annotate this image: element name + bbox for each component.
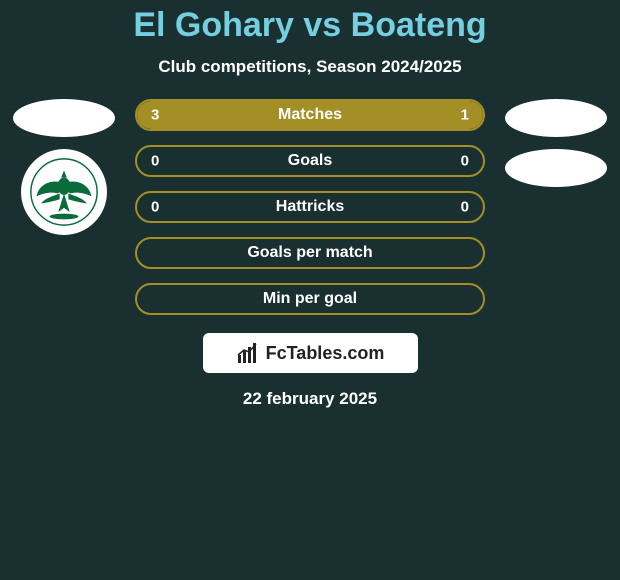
stat-value-left: 0 (151, 153, 159, 170)
stat-row: Min per goal (135, 283, 485, 315)
stat-row: 3 1 Matches (135, 99, 485, 131)
stat-value-right: 0 (461, 153, 469, 170)
branding-badge[interactable]: FcTables.com (203, 333, 418, 373)
date-text: 22 february 2025 (0, 389, 620, 409)
stat-value-right: 1 (461, 107, 469, 124)
stat-row: 0 0 Hattricks (135, 191, 485, 223)
page-title: El Gohary vs Boateng (0, 6, 620, 45)
player-left-column (9, 99, 119, 235)
branding-text: FcTables.com (266, 343, 385, 364)
player-right-column (501, 99, 611, 187)
player-right-club-placeholder (505, 149, 607, 187)
stat-value-left: 3 (151, 107, 159, 124)
stat-label: Goals (288, 152, 332, 170)
chart-bars-icon (236, 341, 260, 365)
main-row: 3 1 Matches 0 0 Goals 0 0 Hattricks Goals per mat… (0, 99, 620, 315)
stat-label: Matches (278, 106, 342, 124)
player-left-avatar-placeholder (13, 99, 115, 137)
stat-value-right: 0 (461, 199, 469, 216)
eagle-crest-icon (28, 156, 100, 228)
player-left-club-badge (21, 149, 107, 235)
player-right-avatar-placeholder (505, 99, 607, 137)
stat-label: Min per goal (263, 290, 357, 308)
stat-fill-left (137, 101, 397, 129)
stat-fill-right (397, 101, 484, 129)
stat-row: 0 0 Goals (135, 145, 485, 177)
stat-value-left: 0 (151, 199, 159, 216)
stat-label: Hattricks (276, 198, 344, 216)
stats-column: 3 1 Matches 0 0 Goals 0 0 Hattricks Goals per mat… (135, 99, 485, 315)
comparison-card: El Gohary vs Boateng Club competitions, … (0, 0, 620, 409)
subtitle: Club competitions, Season 2024/2025 (0, 57, 620, 77)
stat-row: Goals per match (135, 237, 485, 269)
stat-label: Goals per match (247, 244, 372, 262)
